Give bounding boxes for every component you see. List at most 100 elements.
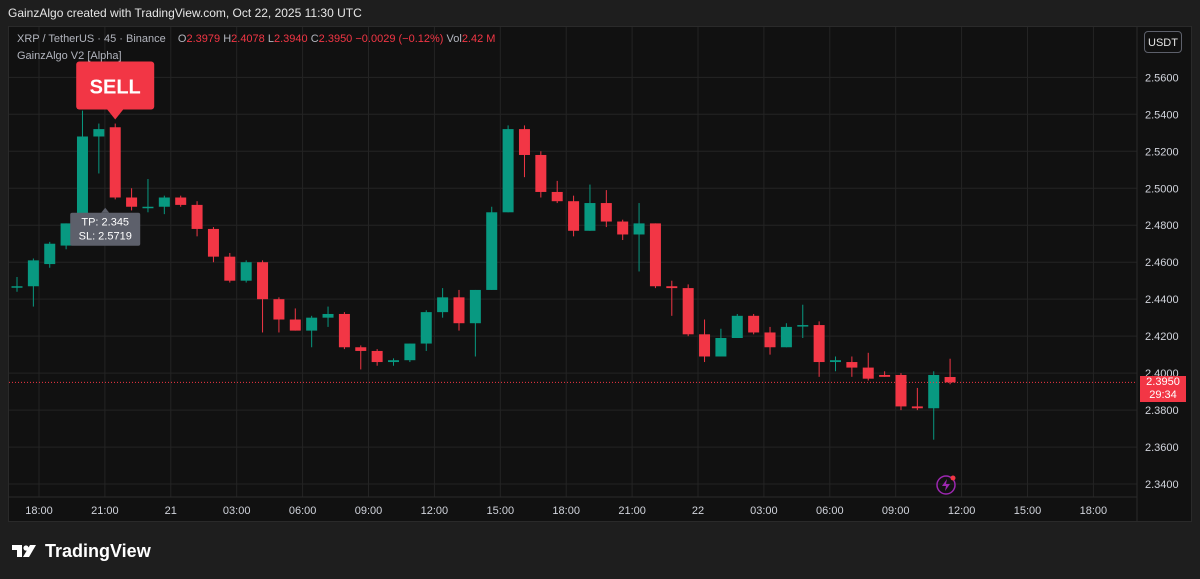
y-tick-label: 2.3800 (1145, 405, 1179, 417)
tradingview-brand: TradingView (45, 541, 151, 561)
close-value: 2.3950 (318, 33, 353, 45)
y-tick-label: 2.5600 (1145, 72, 1179, 84)
candle-body[interactable] (715, 338, 727, 357)
candle-body[interactable] (928, 374, 940, 409)
candle-body[interactable] (355, 347, 367, 351)
indicator-label[interactable]: GainzAlgo V2 [Alpha] (17, 50, 122, 62)
candle-body[interactable] (420, 312, 432, 344)
candle-body[interactable] (486, 212, 498, 290)
candle-body[interactable] (207, 228, 219, 257)
x-tick-label: 18:00 (1080, 505, 1108, 517)
candle-body[interactable] (388, 360, 400, 363)
candle-body[interactable] (306, 317, 318, 331)
candle-body[interactable] (453, 297, 465, 324)
candle-body[interactable] (76, 136, 88, 224)
candle-body[interactable] (649, 223, 661, 287)
candle-body[interactable] (109, 127, 121, 198)
change-value: −0.0029 (−0.12%) (355, 33, 444, 45)
symbol-legend: XRP / TetherUS · 45 · Binance O2.3979 H2… (17, 33, 495, 45)
candle-body[interactable] (142, 206, 154, 209)
candle-body[interactable] (584, 203, 596, 231)
high-label: H (223, 33, 232, 45)
x-tick-label: 18:00 (25, 505, 53, 517)
candle-body[interactable] (944, 377, 956, 383)
currency-button[interactable]: USDT (1144, 31, 1182, 53)
candlestick-chart[interactable]: 2.5600 2.5400 2.5200 2.5000 2.4800 2.4600 2.44… (9, 27, 1192, 522)
x-tick-label: 03:00 (750, 505, 778, 517)
x-tick-label: 21 (165, 505, 177, 517)
candle-body[interactable] (748, 315, 760, 333)
candle-body[interactable] (830, 360, 841, 363)
candle-body[interactable] (879, 374, 891, 377)
current-price-value: 2.3950 (1146, 376, 1180, 389)
candle-body[interactable] (846, 362, 858, 368)
candle-body[interactable] (158, 197, 170, 207)
y-tick-label: 2.3400 (1145, 479, 1179, 491)
candle-body[interactable] (93, 129, 105, 137)
candle-body[interactable] (535, 154, 547, 192)
candle-body[interactable] (502, 129, 514, 213)
symbol-name[interactable]: XRP / TetherUS · 45 · Binance (17, 33, 166, 45)
candle-body[interactable] (404, 343, 416, 361)
candle-body[interactable] (11, 286, 23, 288)
volume-label: Vol (446, 33, 462, 45)
stop-loss-label: SL: 2.5719 (79, 231, 132, 243)
candle-body[interactable] (273, 299, 285, 320)
sell-signal-box[interactable] (76, 61, 155, 110)
candle-body[interactable] (666, 286, 678, 289)
candle-body[interactable] (518, 129, 530, 155)
attribution-text: GainzAlgo created with TradingView.com, … (8, 6, 362, 20)
y-tick-label: 2.5000 (1145, 183, 1179, 195)
y-tick-label: 2.4200 (1145, 331, 1179, 343)
alert-dot-icon (950, 475, 956, 481)
candle-body[interactable] (44, 243, 56, 265)
candle-body[interactable] (437, 297, 449, 313)
candle-body[interactable] (862, 367, 874, 379)
sell-signal-label: SELL (90, 77, 141, 99)
y-tick-label: 2.4800 (1145, 220, 1179, 232)
candle-body[interactable] (731, 315, 743, 339)
lightning-circle-icon[interactable] (936, 475, 956, 495)
candle-body[interactable] (257, 262, 269, 300)
x-tick-label: 09:00 (355, 505, 383, 517)
candle-body[interactable] (780, 326, 792, 348)
candle-body[interactable] (371, 350, 383, 363)
tp-sl-box (70, 212, 141, 246)
candle-body[interactable] (224, 256, 236, 281)
candle-body[interactable] (633, 223, 645, 235)
candle-body[interactable] (60, 223, 72, 246)
x-tick-label: 21:00 (91, 505, 119, 517)
y-tick-label: 2.3600 (1145, 442, 1179, 454)
candle-body[interactable] (699, 334, 711, 357)
candle-body[interactable] (338, 313, 350, 348)
x-tick-label: 22 (692, 505, 704, 517)
candle-body[interactable] (895, 374, 907, 407)
candle-body[interactable] (682, 288, 694, 335)
candle-body[interactable] (551, 191, 563, 202)
x-tick-label: 06:00 (289, 505, 317, 517)
candle-body[interactable] (126, 197, 138, 207)
candle-body[interactable] (600, 203, 612, 222)
candle-body[interactable] (322, 313, 334, 318)
candle-body[interactable] (175, 197, 187, 205)
candle-body[interactable] (191, 204, 203, 229)
tp-sl-pointer (101, 207, 110, 213)
candle-body[interactable] (911, 406, 923, 409)
candle-body[interactable] (289, 319, 301, 331)
current-price-tag: 2.3950 29:34 (1140, 376, 1186, 403)
volume-value: 2.42 M (461, 33, 496, 45)
candle-body[interactable] (764, 332, 776, 348)
candle-body[interactable] (240, 262, 252, 281)
high-value: 2.4078 (231, 33, 265, 45)
chart-panel[interactable]: 2.5600 2.5400 2.5200 2.5000 2.4800 2.4600 2.44… (8, 26, 1192, 522)
candle-body[interactable] (469, 289, 481, 324)
x-tick-label: 06:00 (816, 505, 844, 517)
candle-body[interactable] (568, 201, 580, 231)
candle-body[interactable] (27, 260, 39, 287)
candle-body[interactable] (797, 325, 809, 327)
open-label: O (177, 33, 187, 45)
candle-body[interactable] (813, 325, 825, 363)
x-tick-label: 15:00 (487, 505, 515, 517)
candle-body[interactable] (617, 221, 629, 235)
lightning-icon (942, 479, 950, 491)
